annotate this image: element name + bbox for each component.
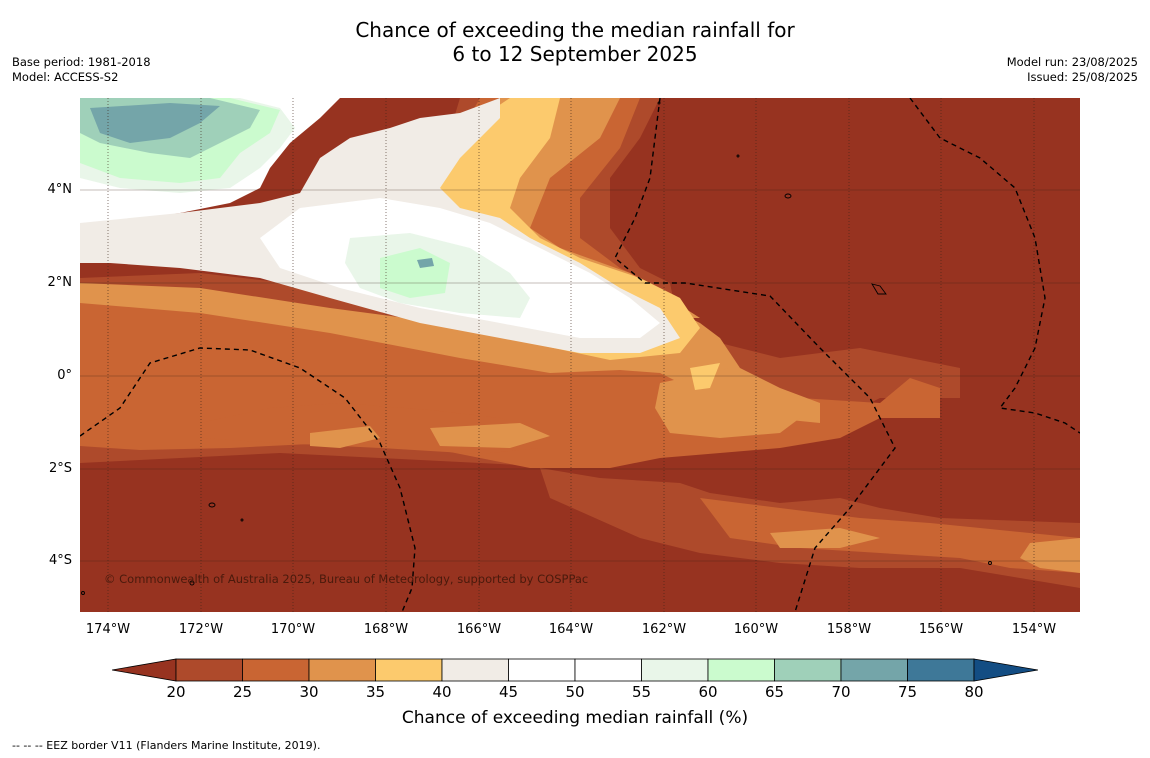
metadata-right: Model run: 23/08/2025 Issued: 25/08/2025 <box>1007 55 1138 85</box>
lon-label-174w: 174°W <box>85 622 131 637</box>
region-40-centre <box>690 363 720 390</box>
colorbar-legend <box>112 658 1038 682</box>
lon-label-164w: 164°W <box>548 622 594 637</box>
eez-borders <box>80 98 1080 612</box>
colorbar-tick-label: 20 <box>166 683 186 701</box>
copyright-notice: © Commonwealth of Australia 2025, Bureau… <box>104 572 589 586</box>
model-name: Model: ACCESS-S2 <box>12 70 119 84</box>
colorbar-swatch <box>441 658 509 682</box>
colorbar-tick-label: 65 <box>764 683 785 701</box>
lon-label-156w: 156°W <box>918 622 964 637</box>
lon-label-160w: 160°W <box>733 622 779 637</box>
colorbar-tick-label: 25 <box>232 683 253 701</box>
islands <box>81 101 992 595</box>
colorbar-tick-label: 30 <box>299 683 319 701</box>
eez-footnote: -- -- -- EEZ border V11 (Flanders Marine… <box>12 739 321 752</box>
rainfall-probability-map <box>80 98 1080 612</box>
title-line-2: 6 to 12 September 2025 <box>452 42 698 66</box>
colorbar-swatch <box>508 658 576 682</box>
colorbar-tick-label: 50 <box>565 683 585 701</box>
colorbar-label: Chance of exceeding median rainfall (%) <box>401 708 749 728</box>
region-35-centre <box>655 368 800 438</box>
colorbar-tick-label: 75 <box>897 683 918 701</box>
region-30-south <box>700 498 1080 573</box>
region-75-west <box>90 103 220 143</box>
lon-label-168w: 168°W <box>363 622 409 637</box>
lon-label-154w: 154°W <box>1011 622 1057 637</box>
lon-label-170w: 170°W <box>270 622 316 637</box>
metadata-left: Base period: 1981-2018 Model: ACCESS-S2 <box>12 55 151 85</box>
lat-label-4s: 4°S <box>48 553 72 568</box>
colorbar-tick-label: 60 <box>698 683 718 701</box>
colorbar-swatch <box>375 658 443 682</box>
lon-label-158w: 158°W <box>826 622 872 637</box>
colorbar-swatch <box>175 658 243 682</box>
colorbar-tick-label: 70 <box>831 683 851 701</box>
map-title: Chance of exceeding the median rainfall … <box>0 18 1150 66</box>
colorbar-tick-label: 40 <box>432 683 452 701</box>
base-period: Base period: 1981-2018 <box>12 55 151 69</box>
colorbar-swatch <box>907 658 975 682</box>
lon-label-172w: 172°W <box>178 622 224 637</box>
lat-label-2s: 2°S <box>48 461 72 476</box>
colorbar-swatch <box>707 658 775 682</box>
colorbar-swatch <box>308 658 376 682</box>
lat-label-0: 0° <box>57 368 72 383</box>
colorbar-extend-low <box>112 658 177 682</box>
colorbar-swatch <box>840 658 908 682</box>
colorbar-swatch <box>242 658 310 682</box>
colorbar-tick-label: 55 <box>631 683 652 701</box>
lon-label-162w: 162°W <box>641 622 687 637</box>
model-run: Model run: 23/08/2025 <box>1006 55 1138 69</box>
region-35 <box>80 283 820 423</box>
colorbar-tick-label: 80 <box>964 683 984 701</box>
region-35-mid-south <box>430 423 550 448</box>
region-35-w-south <box>310 426 380 448</box>
colorbar-swatch <box>641 658 709 682</box>
title-line-1: Chance of exceeding the median rainfall … <box>355 18 795 42</box>
region-35-south <box>770 528 880 548</box>
colorbar-extend-high <box>973 658 1038 682</box>
lat-label-4n: 4°N <box>47 182 73 197</box>
issued-date: Issued: 25/08/2025 <box>1027 70 1138 84</box>
region-75-centre <box>417 258 434 268</box>
region-35-se <box>1020 538 1080 573</box>
colorbar-tick-label: 35 <box>365 683 386 701</box>
colorbar-tick-label: 45 <box>498 683 519 701</box>
colorbar-swatch <box>774 658 842 682</box>
lon-label-166w: 166°W <box>456 622 502 637</box>
lat-label-2n: 2°N <box>47 275 73 290</box>
latitude-lines <box>80 189 1080 562</box>
colorbar-swatch <box>574 658 642 682</box>
